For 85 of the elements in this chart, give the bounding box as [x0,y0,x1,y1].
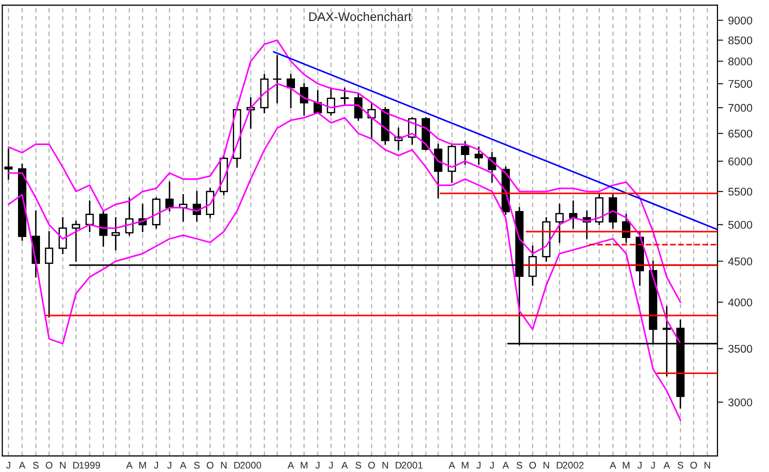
x-tick-label: S [516,462,522,469]
candlestick [622,214,630,244]
x-tick-label: N [221,462,226,469]
x-tick-label: S [678,462,684,469]
x-tick-label: J [315,462,320,469]
candlestick [273,54,282,104]
x-tick-label: 2001 [402,462,423,469]
x-tick-label: D [396,462,402,469]
candlestick [86,200,94,232]
x-tick-label: S [33,462,39,469]
x-tick-label: A [126,462,133,469]
x-tick-label: O [368,462,375,469]
y-tick-label: 4500 [728,258,752,266]
candlestick [354,92,362,121]
y-tick-label: 6000 [728,158,752,166]
x-tick-label: A [664,462,670,469]
x-tick-label: O [46,462,52,469]
line-series [8,39,682,303]
y-tick-label: 8500 [728,36,752,44]
candlestick [460,140,470,165]
x-tick-label: 2000 [240,462,262,469]
candlestick [206,188,214,218]
x-tick-label: S [356,462,362,469]
x-tick-label: N [382,462,388,469]
y-tick-label: 3500 [728,344,752,353]
x-tick-label: A [610,462,616,469]
x-tick-label: J [490,462,494,469]
candlestick [165,181,174,212]
candlestick [286,74,295,108]
y-tick-label: 9000 [728,16,752,24]
candlestick [99,210,108,247]
chart-title: DAX-Wochenchart [309,12,412,22]
y-tick-label: 5500 [728,188,752,196]
x-tick-label: A [288,462,294,469]
candlestick [44,230,54,318]
y-tick-label: 7000 [728,104,752,112]
candlestick [569,200,578,229]
x-tick-label: D [556,462,563,469]
candlestick [112,217,120,251]
candlestick [246,97,255,129]
x-tick-label: O [529,462,536,469]
x-tick-label: J [328,462,333,469]
x-tick-label: M [622,462,630,469]
y-tick-label: 7500 [728,80,752,88]
x-tick-label: J [6,462,10,469]
x-tick-label: D [73,462,80,469]
x-tick-label: D [234,462,240,469]
x-tick-label: A [502,462,509,469]
x-tick-label: J [154,462,158,469]
x-tick-label: A [180,462,186,469]
x-tick-label: A [341,462,348,469]
x-tick-label: 2002 [562,462,584,469]
x-tick-label: N [704,462,710,469]
candlestick [326,88,336,116]
y-tick-label: 8000 [728,58,752,66]
x-tick-label: A [18,462,26,469]
x-tick-label: J [476,462,480,469]
candlestick [58,217,67,254]
x-tick-label: S [194,462,200,469]
y-tick-label: 4000 [728,298,752,306]
x-tick-label: N [60,462,66,469]
candlestick [125,197,134,236]
x-tick-label: J [167,462,172,469]
x-tick-label: J [650,462,655,469]
y-tick-label: 6500 [728,130,752,138]
candlestick [608,194,618,229]
candlestick [555,204,564,244]
candlestick [314,90,322,114]
candlestick [595,192,604,226]
x-tick-label: A [448,462,456,469]
x-tick-label: M [462,462,468,469]
x-tick-label: 1999 [80,462,100,469]
x-tick-label: O [690,462,697,469]
candlestick [434,144,442,199]
x-tick-label: N [544,462,550,469]
x-tick-label: M [139,462,146,469]
x-tick-label: M [300,462,308,469]
x-tick-label: O [206,462,214,469]
candlestick [474,146,483,165]
candlestick [72,220,80,262]
candlestick [528,245,537,286]
y-tick-label: 3000 [728,398,752,406]
y-tick-label: 5000 [728,220,752,229]
x-tick-label: J [638,462,642,469]
candlestick [340,88,349,106]
